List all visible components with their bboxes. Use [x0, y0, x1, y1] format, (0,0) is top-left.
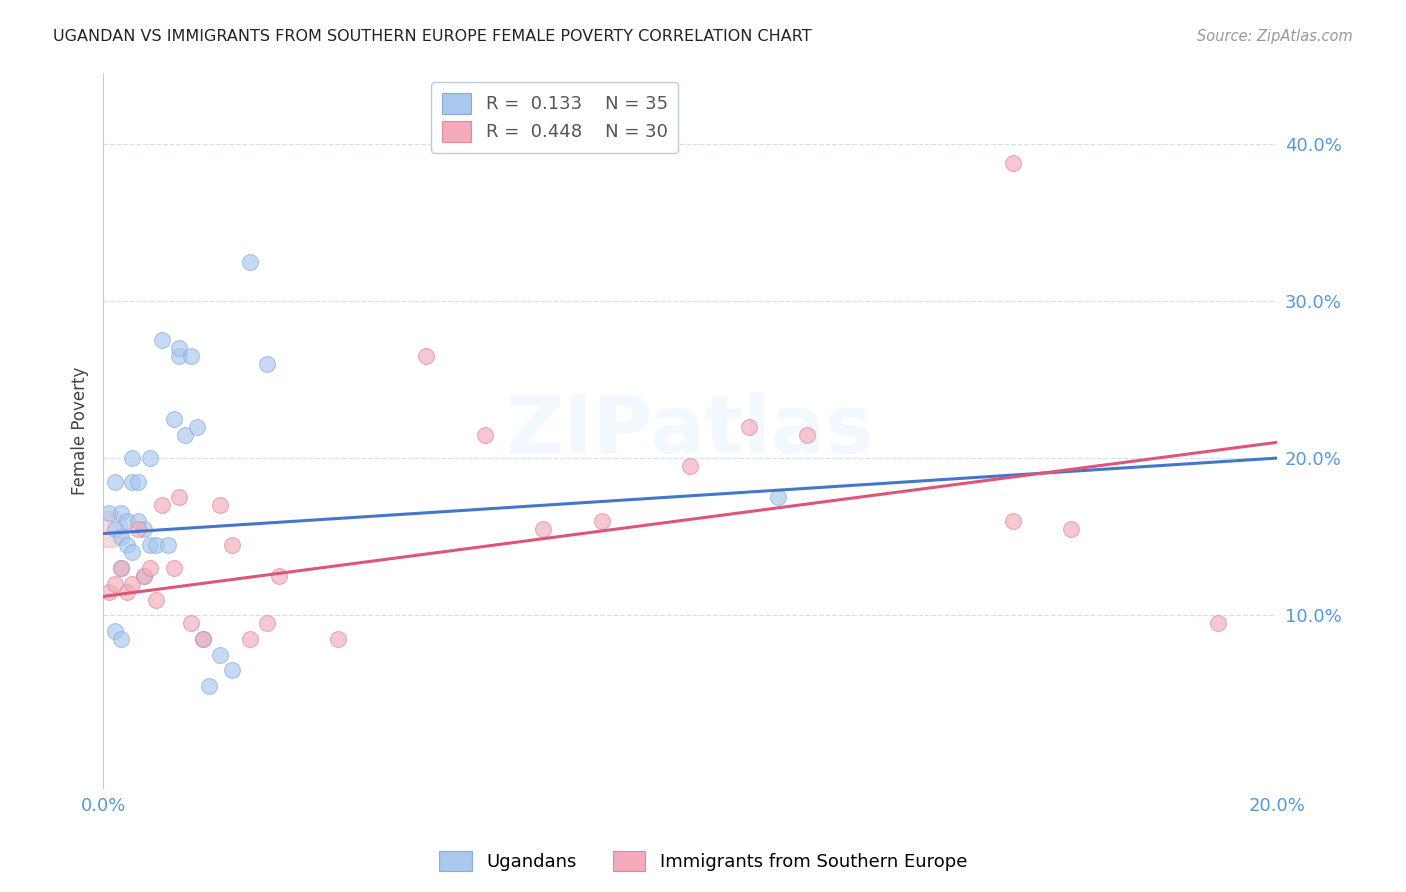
- Point: [110, 530, 132, 544]
- Point: [174, 427, 197, 442]
- Point: [104, 577, 127, 591]
- Point: [115, 584, 138, 599]
- Point: [209, 498, 232, 512]
- Point: [104, 475, 127, 489]
- Point: [162, 412, 184, 426]
- Point: [98, 522, 121, 536]
- Text: UGANDAN VS IMMIGRANTS FROM SOUTHERN EUROPE FEMALE POVERTY CORRELATION CHART: UGANDAN VS IMMIGRANTS FROM SOUTHERN EURO…: [53, 29, 813, 44]
- Point: [1060, 522, 1083, 536]
- Point: [180, 349, 202, 363]
- Point: [127, 522, 149, 536]
- Point: [591, 514, 613, 528]
- Point: [1206, 616, 1229, 631]
- Point: [169, 349, 191, 363]
- Text: ZIPatlas: ZIPatlas: [506, 392, 875, 469]
- Point: [121, 577, 143, 591]
- Point: [221, 663, 243, 677]
- Point: [145, 538, 167, 552]
- Point: [169, 341, 191, 355]
- Point: [239, 632, 262, 646]
- Point: [1001, 155, 1024, 169]
- Point: [98, 584, 121, 599]
- Point: [326, 632, 349, 646]
- Point: [209, 648, 232, 662]
- Legend: Ugandans, Immigrants from Southern Europe: Ugandans, Immigrants from Southern Europ…: [432, 844, 974, 879]
- Point: [256, 357, 278, 371]
- Point: [115, 514, 138, 528]
- Point: [1001, 514, 1024, 528]
- Point: [121, 451, 143, 466]
- Point: [110, 506, 132, 520]
- Point: [415, 349, 437, 363]
- Point: [766, 491, 789, 505]
- Point: [150, 498, 173, 512]
- Point: [127, 475, 149, 489]
- Point: [104, 522, 127, 536]
- Point: [98, 506, 121, 520]
- Point: [197, 679, 219, 693]
- Point: [134, 522, 156, 536]
- Point: [134, 569, 156, 583]
- Point: [121, 475, 143, 489]
- Point: [221, 538, 243, 552]
- Point: [110, 632, 132, 646]
- Point: [474, 427, 496, 442]
- Point: [269, 569, 291, 583]
- Point: [139, 538, 162, 552]
- Point: [121, 545, 143, 559]
- Point: [110, 561, 132, 575]
- Point: [256, 616, 278, 631]
- Point: [150, 333, 173, 347]
- Point: [145, 592, 167, 607]
- Legend: R =  0.133    N = 35, R =  0.448    N = 30: R = 0.133 N = 35, R = 0.448 N = 30: [432, 82, 679, 153]
- Point: [104, 624, 127, 638]
- Y-axis label: Female Poverty: Female Poverty: [72, 367, 89, 495]
- Point: [156, 538, 179, 552]
- Point: [180, 616, 202, 631]
- Point: [191, 632, 214, 646]
- Point: [162, 561, 184, 575]
- Text: Source: ZipAtlas.com: Source: ZipAtlas.com: [1197, 29, 1353, 44]
- Point: [186, 419, 208, 434]
- Point: [110, 561, 132, 575]
- Point: [796, 427, 818, 442]
- Point: [239, 254, 262, 268]
- Point: [115, 538, 138, 552]
- Point: [191, 632, 214, 646]
- Point: [531, 522, 554, 536]
- Point: [679, 458, 702, 473]
- Point: [169, 491, 191, 505]
- Point: [737, 419, 759, 434]
- Point: [139, 561, 162, 575]
- Point: [127, 514, 149, 528]
- Point: [134, 569, 156, 583]
- Point: [139, 451, 162, 466]
